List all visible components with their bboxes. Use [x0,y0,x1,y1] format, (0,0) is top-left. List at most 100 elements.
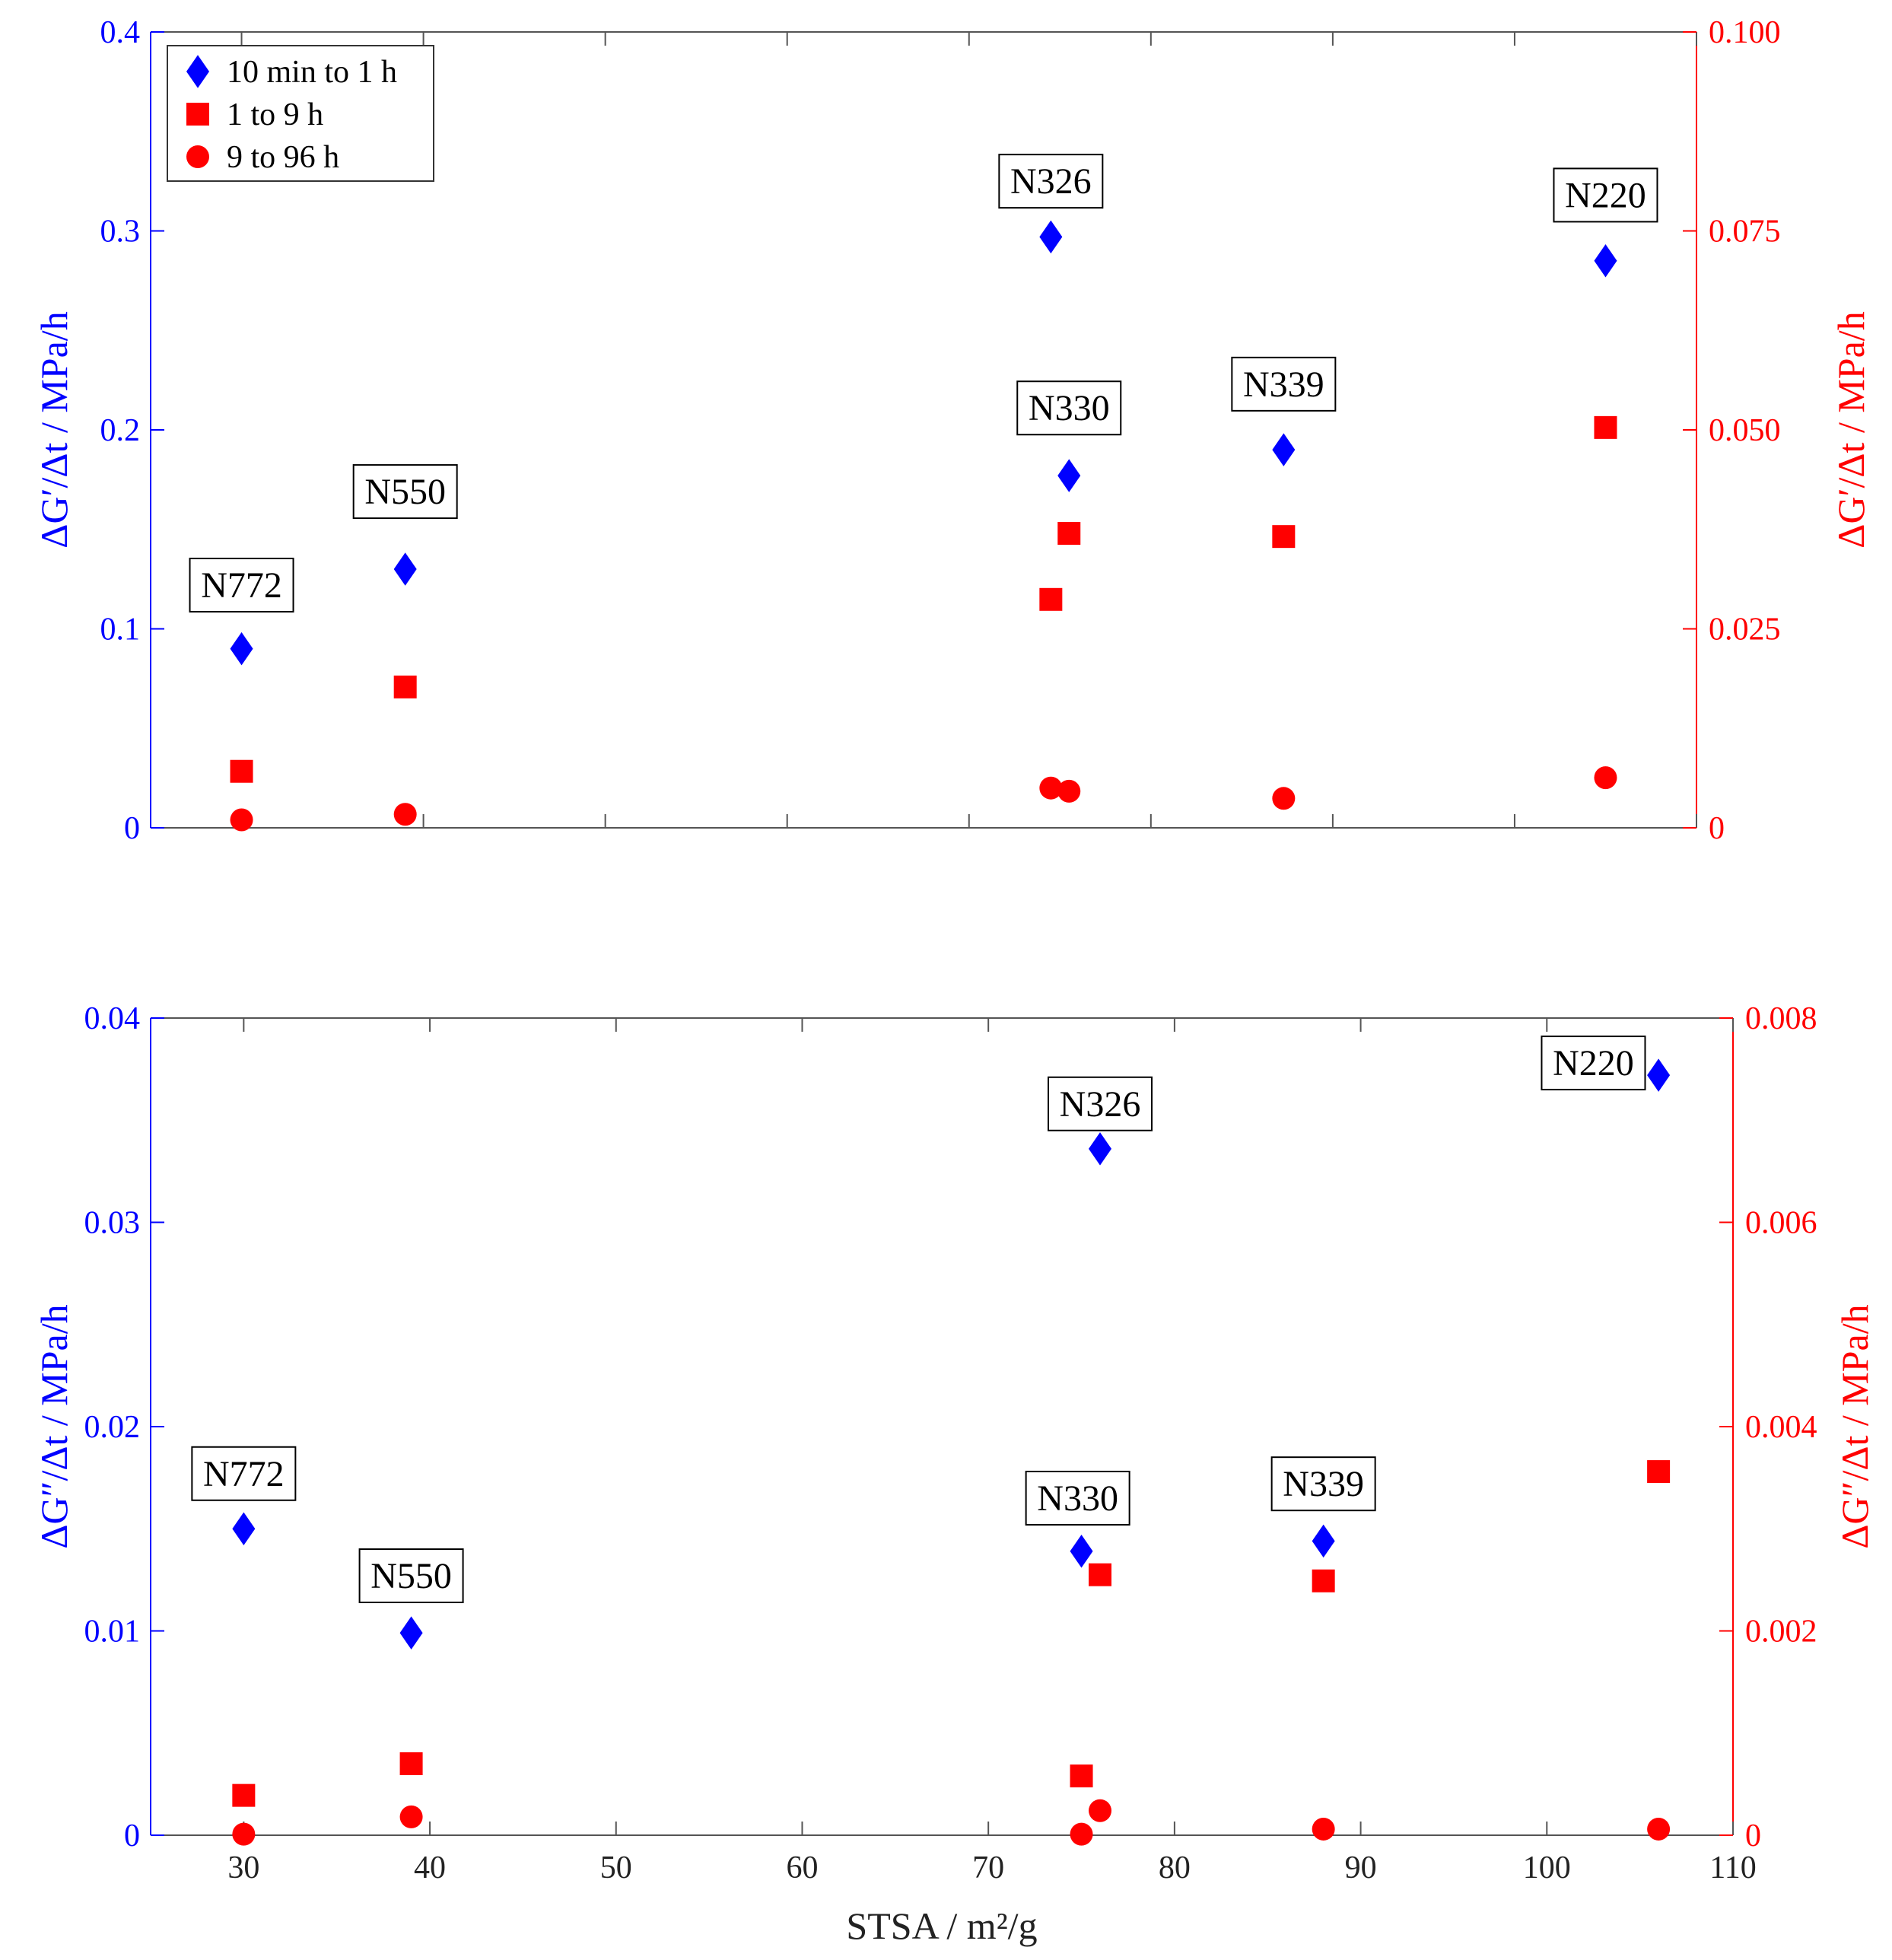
data-point-square [1057,521,1081,545]
data-point-circle [1594,766,1617,790]
data-point-square [1272,525,1296,549]
annotation-box [358,1548,464,1604]
y-right-tick-label: 0.004 [1745,1410,1817,1445]
legend-box [167,45,434,182]
data-point-diamond [232,1512,256,1545]
annotation-n339: N339 [1231,356,1337,412]
data-point-diamond [230,632,253,666]
annotation-box [352,464,458,520]
data-point-diamond [393,552,417,586]
annotation-n326: N326 [998,154,1104,209]
data-point-diamond [1594,243,1617,278]
data-point-circle [1272,787,1296,810]
y-right-tick-label: 0.002 [1745,1615,1817,1650]
y-left-tick-label: 0.01 [84,1615,141,1650]
data-point-square [399,1752,423,1776]
legend: 10 min to 1 h 1 to 9 h 9 to 96 h [167,45,434,182]
annotation-label: N339 [1283,1464,1364,1504]
annotation-label: N220 [1565,175,1646,215]
legend-marker-circle [186,145,209,168]
annotation-label: N330 [1029,388,1110,428]
data-point-diamond [1089,1132,1111,1166]
y-right-tick-label: 0 [1745,1818,1761,1853]
series-1-to-9-h [232,1460,1671,1807]
y-right-tick-label: 0.025 [1709,612,1781,648]
annotation-box [1553,167,1658,223]
x-tick-label: 90 [1345,1850,1377,1885]
y-right-tick-label: 0.006 [1745,1206,1817,1241]
data-point-circle [232,1822,256,1846]
data-point-diamond [1057,459,1081,492]
series-9-to-96-h [230,766,1617,832]
data-point-circle [1070,1822,1093,1846]
annotation-box [191,1446,297,1501]
annotation-label: N772 [201,565,282,606]
data-point-circle [1089,1799,1111,1822]
data-point-square [232,1783,256,1807]
series-10-min-to-1-h [230,220,1617,666]
data-point-diamond [1312,1524,1335,1558]
x-tick-label: 80 [1159,1850,1191,1885]
annotation-box [1048,1076,1153,1131]
y-left-tick-label: 0.1 [100,612,141,648]
legend-label: 9 to 96 h [227,140,339,175]
data-point-square [230,759,253,783]
data-point-circle [1647,1817,1671,1841]
x-tick-label: 100 [1523,1850,1571,1885]
legend-label: 1 to 9 h [227,97,323,132]
data-point-circle [1039,776,1063,800]
y-left-tick-label: 0.04 [84,1001,141,1036]
data-point-square [1594,415,1617,439]
annotation-n330: N330 [1025,1470,1130,1526]
chart-panel-top: 0 0.1 0.2 0.3 0.4 0 0.025 0.050 0.075 0.100 ΔG′/Δt… [33,15,1872,846]
y-left-tick-label: 0 [124,811,140,846]
annotation-n220: N220 [1541,1036,1646,1091]
annotation-n220: N220 [1553,167,1658,223]
annotation-label: N339 [1243,364,1324,405]
annotation-label: N550 [370,1556,452,1596]
x-tick-label: 40 [414,1850,446,1885]
data-point-diamond [1070,1535,1093,1568]
annotation-n330: N330 [1016,380,1122,436]
data-point-circle [399,1805,423,1828]
legend-marker-square [186,103,209,126]
annotation-n772: N772 [191,1446,297,1501]
annotation-box [998,154,1104,209]
annotation-label: N220 [1553,1043,1634,1083]
y-left-tick-label: 0.02 [84,1410,141,1445]
annotation-label: N330 [1037,1478,1118,1519]
data-point-circle [230,808,253,832]
annotation-box [1016,380,1122,436]
data-point-square [1039,587,1063,611]
annotation-box [1270,1456,1376,1512]
x-tick-label: 30 [227,1850,259,1885]
annotation-n772: N772 [189,557,294,612]
y-left-tick-label: 0.3 [100,215,141,250]
legend-label: 10 min to 1 h [227,55,397,90]
annotation-box [189,557,294,612]
annotation-label: N550 [364,472,446,512]
y-left-tick-label: 0.03 [84,1206,141,1241]
x-axis-title: STSA / m²/g [846,1904,1037,1947]
y-axis-left-title: ΔG″/Δt / MPa/h [33,1304,75,1548]
legend-marker-diamond [186,55,209,88]
series-10-min-to-1-h [232,1058,1671,1650]
y-right-tick-label: 0 [1709,811,1725,846]
y-right-tick-label: 0.075 [1709,215,1781,250]
annotation-label: N326 [1010,161,1092,202]
y-right-tick-label: 0.008 [1745,1001,1817,1036]
annotation-box [1025,1470,1130,1526]
data-point-circle [1312,1817,1335,1841]
x-tick-label: 60 [786,1850,818,1885]
data-point-diamond [1647,1058,1671,1092]
series-9-to-96-h [232,1799,1671,1846]
annotation-box [1231,356,1337,412]
annotation-box [1541,1036,1646,1091]
y-left-tick-label: 0.2 [100,413,141,448]
y-left-tick-label: 0.4 [100,15,141,50]
annotation-n550: N550 [352,464,458,520]
data-point-square [1089,1563,1111,1586]
data-point-square [1647,1460,1671,1484]
x-tick-label: 50 [600,1850,632,1885]
